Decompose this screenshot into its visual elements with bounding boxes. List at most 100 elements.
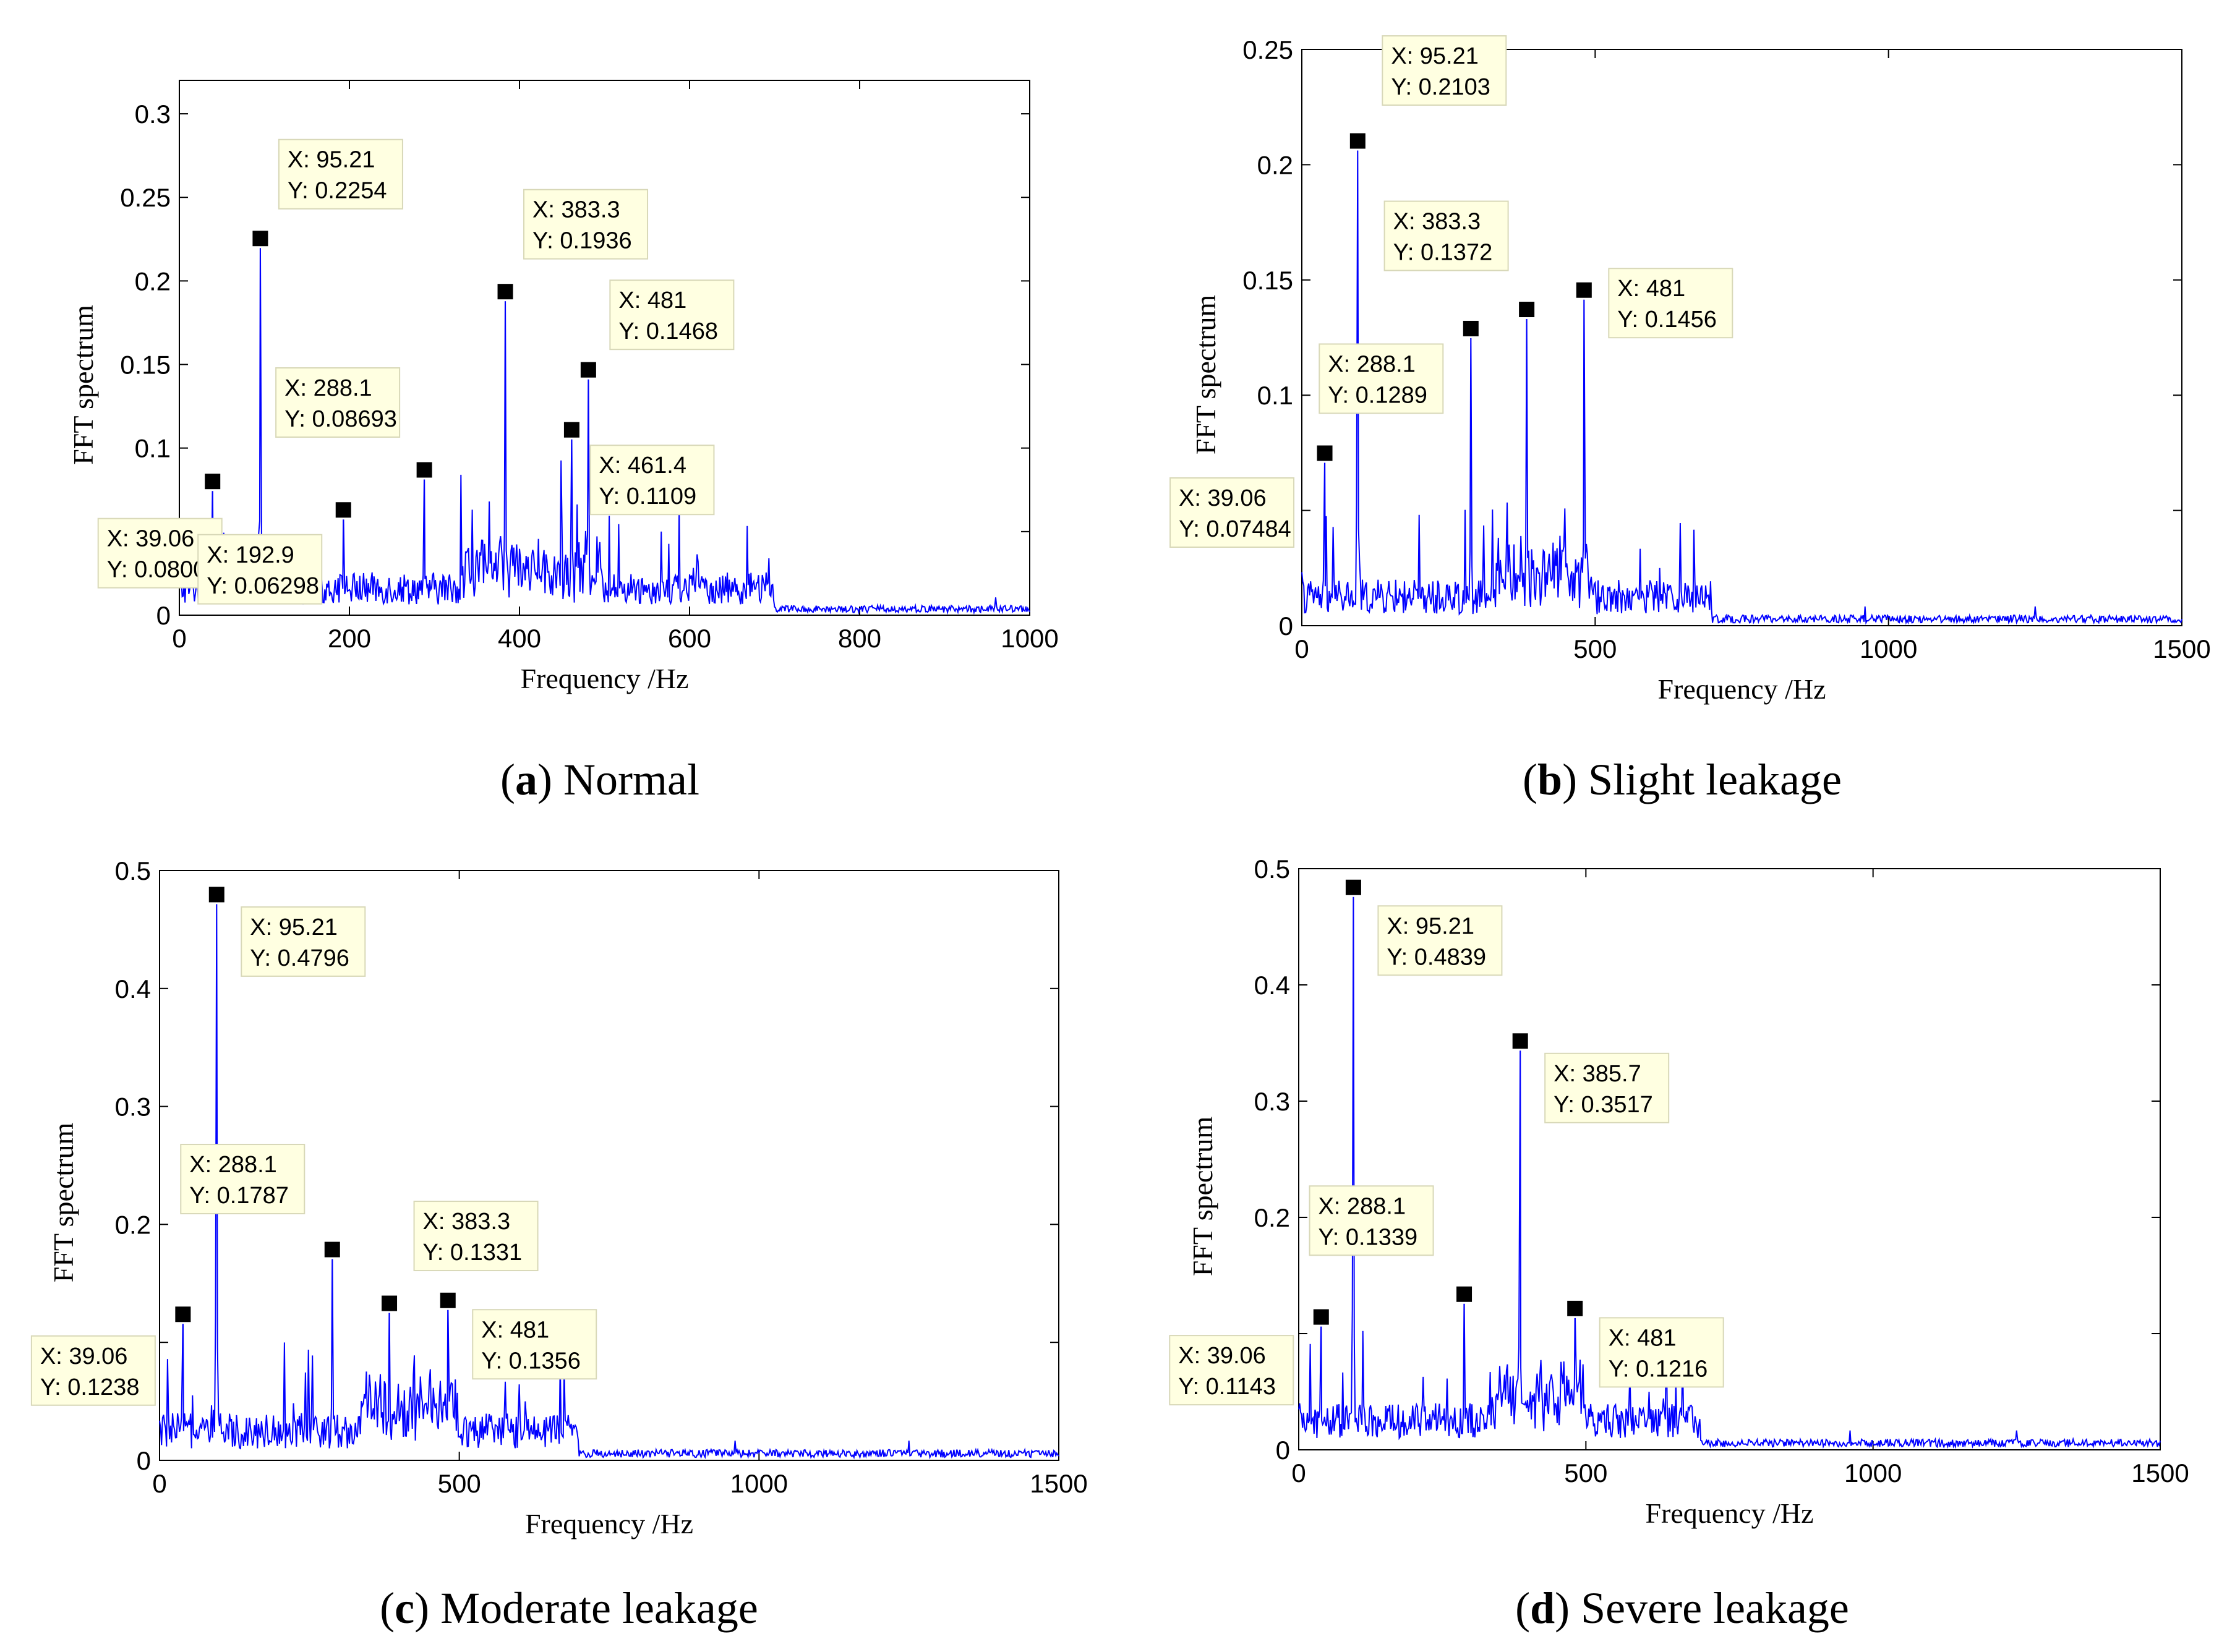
peak-marker (562, 420, 581, 440)
datatip-box (278, 138, 403, 210)
y-tick-label: 0.5 (1254, 854, 1290, 883)
y-axis-label: FFT spectrum (67, 305, 99, 465)
caption-text: ) Severe leakage (1555, 1583, 1849, 1633)
datatip-x: X: 288.1 (1319, 1193, 1406, 1219)
y-axis-label: FFT spectrum (48, 1123, 79, 1283)
datatip: X: 461.4 Y: 0.1109 (589, 445, 715, 516)
chart-panel-d: 0 500 1000 1500 0 0.2 0.3 0.4 0.5 X: 39.06 Y: 0.11… (1169, 854, 2189, 1633)
x-tick-label: 1000 (1860, 634, 1917, 663)
y-tick-label: 0.3 (115, 1092, 151, 1122)
datatip-x: X: 383.3 (532, 197, 620, 223)
datatip-x: X: 288.1 (284, 375, 372, 401)
x-tick-label: 0 (172, 624, 186, 653)
peak-marker (1517, 300, 1537, 320)
peak-marker (1461, 318, 1481, 338)
datatip-box (275, 367, 401, 438)
datatip-box (1169, 1335, 1294, 1406)
datatip-x: X: 383.3 (1393, 209, 1481, 235)
y-tick-label: 0 (1279, 611, 1293, 641)
datatip-y: Y: 0.1143 (1178, 1374, 1276, 1400)
series-line-fft-spectrum (1301, 140, 2182, 625)
datatip-x: X: 95.21 (1391, 43, 1479, 69)
plot-area-frame (1301, 49, 2182, 626)
x-axis-label: Frequency /Hz (1645, 1497, 1813, 1529)
x-tick-label: 500 (1573, 634, 1617, 663)
datatip-y: Y: 0.1356 (481, 1348, 581, 1374)
datatip-box (609, 279, 735, 351)
x-tick-label: 1000 (1001, 624, 1058, 653)
caption-paren-open: ( (500, 755, 515, 804)
datatip-x: X: 481 (618, 287, 686, 313)
y-tick-label: 0.15 (1242, 266, 1293, 295)
y-tick-label: 0.2 (1254, 1203, 1290, 1232)
caption-letter: a (515, 755, 537, 804)
datatip-box (1382, 35, 1507, 106)
y-tick-label: 0.2 (135, 266, 171, 296)
x-axis-label: Frequency /Hz (520, 663, 688, 694)
peak-marker (1565, 1298, 1585, 1318)
datatip-x: X: 461.4 (599, 453, 686, 479)
peak-marker (578, 360, 598, 380)
peak-marker (1348, 131, 1367, 151)
datatip: X: 385.7 Y: 0.3517 (1544, 1052, 1670, 1123)
datatip: X: 39.06 Y: 0.1238 (30, 1335, 156, 1406)
y-tick-label: 0.1 (1257, 381, 1293, 410)
caption-paren-open: ( (1523, 755, 1537, 804)
peak-marker (380, 1293, 400, 1313)
datatip: X: 288.1 Y: 0.1289 (1319, 343, 1444, 414)
y-tick-label: 0.1 (135, 434, 171, 463)
x-tick-label: 500 (438, 1469, 481, 1498)
datatip-y: Y: 0.06298 (207, 573, 319, 599)
peak-marker (414, 460, 434, 480)
x-tick-label: 1500 (2153, 634, 2210, 663)
datatip-box (589, 445, 715, 516)
datatip: X: 383.3 Y: 0.1372 (1383, 200, 1509, 271)
panel-caption: (b) Slight leakage (1523, 755, 1842, 804)
datatip-y: Y: 0.3517 (1554, 1092, 1653, 1118)
datatip-y: Y: 0.4839 (1387, 944, 1486, 970)
datatip: X: 383.3 Y: 0.1331 (413, 1201, 539, 1272)
peak-marker (333, 500, 353, 520)
datatip-x: X: 95.21 (1387, 913, 1474, 939)
datatip: X: 39.06 Y: 0.07484 (1169, 477, 1295, 548)
peak-marker (1315, 443, 1335, 463)
y-tick-label: 0.2 (1257, 150, 1293, 179)
datatip-x: X: 481 (1617, 276, 1685, 302)
series-line-fft-spectrum (1298, 887, 2161, 1449)
peak-marker (1343, 877, 1363, 897)
peak-marker (1311, 1307, 1331, 1327)
datatip: X: 288.1 Y: 0.08693 (275, 367, 401, 438)
x-tick-label: 0 (1294, 634, 1309, 663)
datatip-x: X: 192.9 (207, 542, 294, 568)
caption-text: ) Moderate leakage (414, 1583, 758, 1633)
datatip-y: Y: 0.1468 (618, 318, 718, 344)
datatip-x: X: 288.1 (189, 1152, 277, 1178)
datatip-y: Y: 0.1289 (1328, 382, 1427, 408)
datatip-x: X: 385.7 (1554, 1061, 1641, 1087)
y-tick-label: 0.4 (1254, 971, 1290, 1000)
peak-marker (1455, 1284, 1474, 1304)
peak-marker (250, 229, 270, 249)
peak-marker (203, 472, 223, 492)
peak-marker (1510, 1031, 1530, 1051)
datatip-y: Y: 0.1456 (1617, 307, 1717, 333)
datatip-y: Y: 0.1372 (1393, 240, 1493, 266)
datatip-y: Y: 0.4796 (250, 945, 349, 971)
datatip: X: 192.9 Y: 0.06298 (197, 534, 323, 605)
datatip-y: Y: 0.07484 (1179, 516, 1291, 542)
x-tick-label: 1500 (2131, 1458, 2189, 1488)
datatip: X: 95.21 Y: 0.4796 (241, 906, 366, 977)
y-tick-label: 0.4 (115, 974, 151, 1003)
datatip-box (1608, 268, 1733, 339)
x-tick-label: 200 (328, 624, 371, 653)
panel-caption: (c) Moderate leakage (380, 1583, 758, 1633)
peak-marker (495, 282, 515, 302)
series-line-fft-spectrum (159, 894, 1059, 1460)
chart-panel-b: 0 500 1000 1500 0 0.1 0.15 0.2 0.25 X: 39.06 Y: 0.… (1169, 35, 2211, 804)
datatip-y: Y: 0.08693 (284, 406, 397, 432)
datatip-x: X: 288.1 (1328, 351, 1416, 377)
peak-marker (207, 885, 226, 905)
datatip-box (1169, 477, 1295, 548)
peak-marker (322, 1240, 342, 1259)
x-axis-label: Frequency /Hz (525, 1508, 693, 1539)
